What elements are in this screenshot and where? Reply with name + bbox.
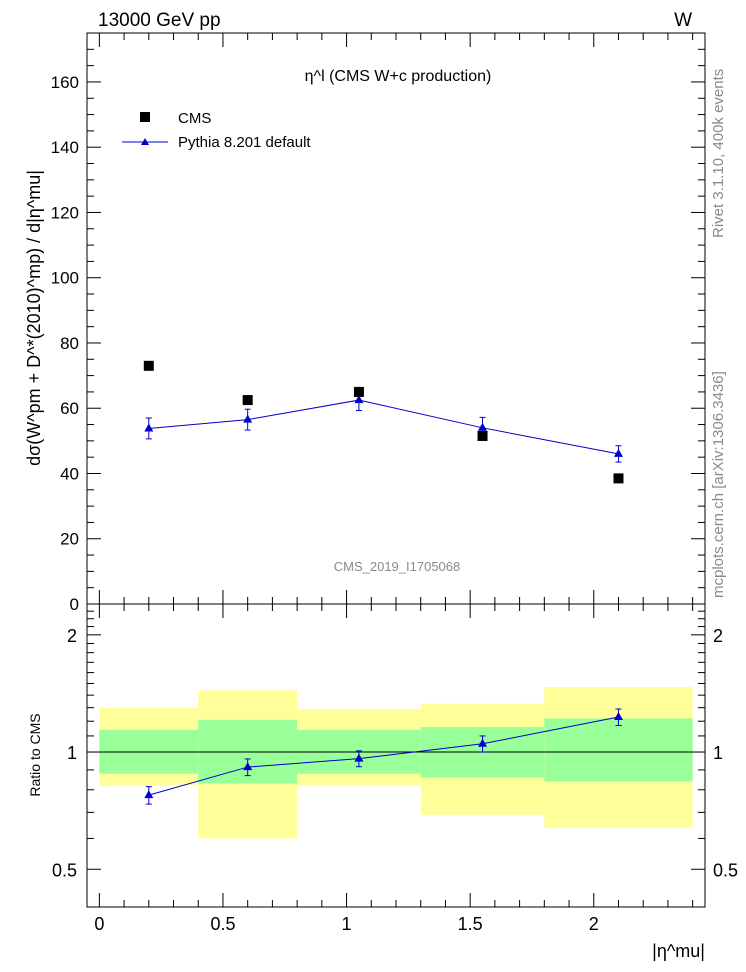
- ratio-bands: [87, 686, 705, 839]
- main-ytick-label: 100: [51, 269, 79, 288]
- mc-series-line: [148, 399, 619, 455]
- ratio-ylabel: Ratio to CMS: [27, 713, 43, 796]
- ratio-ytick-label-right: 2: [713, 626, 723, 646]
- main-ytick-label: 140: [51, 138, 79, 157]
- ratio-ticks: 0.5 0.5 1 1 2 2 0 0.5 1 1.5 2: [52, 604, 738, 934]
- process-label: W: [674, 10, 692, 31]
- mc-point: [243, 414, 253, 423]
- legend-mc-label: Pythia 8.201 default: [178, 134, 311, 151]
- ratio-ytick-label: 2: [67, 626, 77, 646]
- ratio-mc-point: [478, 738, 488, 747]
- ratio-xtick-label: 2: [589, 914, 599, 934]
- ratio-mc-point: [613, 712, 623, 721]
- main-ytick-label: 120: [51, 203, 79, 222]
- main-ytick-label: 0: [70, 595, 79, 614]
- ratio-band-green: [544, 718, 693, 782]
- main-ytick-label: 160: [51, 73, 79, 92]
- energy-label: 13000 GeV pp: [98, 10, 221, 31]
- main-title: η^l (CMS W+c production): [305, 68, 492, 85]
- cms-point: [143, 360, 154, 371]
- cms-point: [242, 395, 253, 406]
- legend-cms-marker: [140, 112, 150, 122]
- main-ticks: 0 20 40 60 80 100 120 140 160: [51, 32, 705, 614]
- ratio-mc-point: [243, 762, 253, 771]
- ratio-xlabel: |η^mu|: [652, 941, 705, 961]
- legend-mc-marker: [141, 138, 149, 145]
- mc-point: [144, 423, 154, 432]
- ratio-mc-point: [354, 753, 364, 762]
- mc-point: [354, 395, 364, 404]
- ratio-xtick-label: 0.5: [210, 914, 235, 934]
- ratio-xtick-label: 0: [94, 914, 104, 934]
- ratio-ytick-label: 0.5: [52, 860, 77, 880]
- main-ytick-label: 20: [60, 530, 79, 549]
- main-ylabel: dσ(W^pm + D^*(2010)^mp) / d|η^mu|: [24, 170, 44, 466]
- ratio-marks: [144, 708, 623, 805]
- main-panel: 0 20 40 60 80 100 120 140 160 η^l (CMS W+c produ…: [24, 32, 706, 614]
- legend: CMS Pythia 8.201 default: [122, 110, 311, 151]
- ratio-ytick-label-right: 1: [713, 743, 723, 763]
- main-ytick-label: 60: [60, 399, 79, 418]
- rivet-label: Rivet 3.1.10, 400k events: [710, 69, 727, 238]
- mcplots-label: mcplots.cern.ch [arXiv:1306.3436]: [710, 371, 727, 598]
- cms-point: [613, 473, 624, 484]
- legend-cms-label: CMS: [178, 110, 211, 127]
- ratio-ytick-label: 1: [67, 743, 77, 763]
- ratio-xtick-label: 1: [342, 914, 352, 934]
- main-ytick-label: 40: [60, 464, 79, 483]
- cms-point: [353, 386, 364, 397]
- ratio-mc-point: [144, 790, 154, 799]
- cms-point: [477, 430, 488, 441]
- mc-point: [478, 422, 488, 431]
- ratio-ytick-label-right: 0.5: [713, 860, 738, 880]
- ratio-panel: 0.5 0.5 1 1 2 2 0 0.5 1 1.5 2 Ratio to CMS |η^mu|: [27, 603, 738, 961]
- watermark: CMS_2019_I1705068: [334, 559, 461, 574]
- mc-point: [613, 448, 623, 457]
- main-ytick-label: 80: [60, 334, 79, 353]
- main-marks: [143, 360, 624, 484]
- ratio-xtick-label: 1.5: [458, 914, 483, 934]
